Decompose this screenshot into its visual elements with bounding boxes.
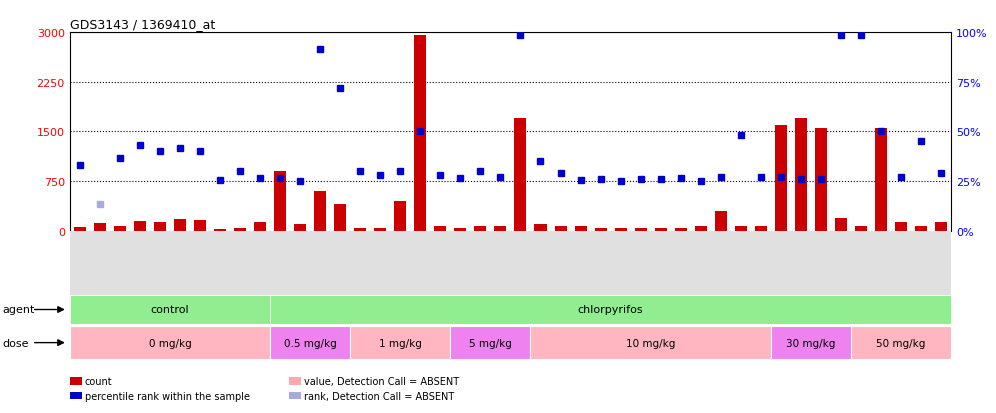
Bar [270,295,951,324]
Bar [434,226,446,231]
Text: 5 mg/kg: 5 mg/kg [469,338,512,348]
Bar [374,228,386,231]
Bar [74,227,86,231]
Text: control: control [150,305,189,315]
Bar [935,223,947,231]
Bar [133,221,145,231]
Text: 10 mg/kg: 10 mg/kg [626,338,675,348]
Bar [294,225,306,231]
Bar [771,326,851,359]
Bar [915,226,927,231]
Bar [234,228,246,231]
Bar [254,223,266,231]
Bar [674,228,687,231]
Bar [174,219,186,231]
Text: 0 mg/kg: 0 mg/kg [148,338,191,348]
Bar [494,226,506,231]
Bar [795,119,807,231]
Bar [70,326,270,359]
Bar [575,226,587,231]
Bar [214,229,226,231]
Bar [851,326,951,359]
Bar [454,228,466,231]
Text: GDS3143 / 1369410_at: GDS3143 / 1369410_at [70,17,215,31]
Bar [595,228,607,231]
Text: rank, Detection Call = ABSENT: rank, Detection Call = ABSENT [304,391,454,401]
Text: 1 mg/kg: 1 mg/kg [378,338,421,348]
Bar [735,226,747,231]
Text: 30 mg/kg: 30 mg/kg [786,338,836,348]
Text: 50 mg/kg: 50 mg/kg [876,338,926,348]
Bar [634,228,646,231]
Bar [414,36,426,231]
Bar [615,228,626,231]
Bar [855,226,868,231]
Text: percentile rank within the sample: percentile rank within the sample [85,391,250,401]
Bar [355,228,367,231]
Bar [153,223,166,231]
Bar [450,326,531,359]
Bar [775,126,787,231]
Bar [70,295,270,324]
Text: value, Detection Call = ABSENT: value, Detection Call = ABSENT [304,376,459,386]
Bar [875,129,887,231]
Bar [835,218,847,231]
Bar [695,226,707,231]
Bar [314,192,326,231]
Bar [715,211,727,231]
Bar [114,226,125,231]
Text: chlorpyrifos: chlorpyrifos [578,305,643,315]
Text: 0.5 mg/kg: 0.5 mg/kg [284,338,337,348]
Bar [335,205,347,231]
Bar [474,226,486,231]
Bar [194,220,206,231]
Bar [394,202,406,231]
Bar [515,119,527,231]
Bar [535,225,547,231]
Bar [351,326,450,359]
Bar [531,326,771,359]
Text: agent: agent [2,305,35,315]
Bar [755,226,767,231]
Text: dose: dose [2,338,29,348]
Bar [555,226,567,231]
Bar [94,223,106,231]
Bar [274,172,286,231]
Bar [270,326,351,359]
Text: count: count [85,376,113,386]
Bar [654,228,666,231]
Bar [815,129,827,231]
Bar [895,223,907,231]
